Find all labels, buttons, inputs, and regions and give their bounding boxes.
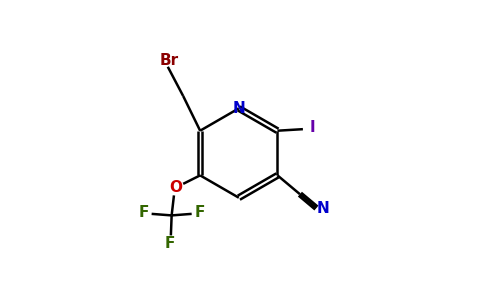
Text: Br: Br — [160, 53, 179, 68]
Text: N: N — [232, 101, 245, 116]
Text: F: F — [194, 205, 205, 220]
Text: N: N — [317, 200, 330, 215]
Text: F: F — [165, 236, 175, 250]
Text: F: F — [139, 205, 149, 220]
Text: I: I — [310, 120, 316, 135]
Text: O: O — [169, 180, 182, 195]
